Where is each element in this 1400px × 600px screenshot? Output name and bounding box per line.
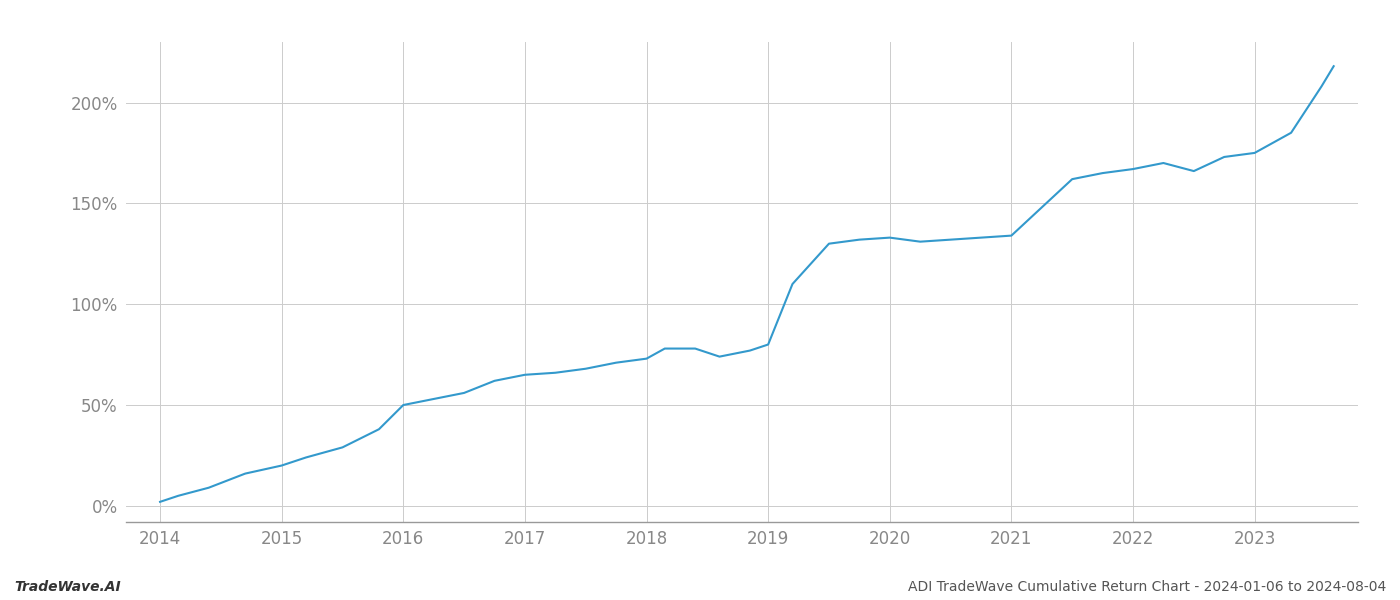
Text: ADI TradeWave Cumulative Return Chart - 2024-01-06 to 2024-08-04: ADI TradeWave Cumulative Return Chart - … [907, 580, 1386, 594]
Text: TradeWave.AI: TradeWave.AI [14, 580, 120, 594]
